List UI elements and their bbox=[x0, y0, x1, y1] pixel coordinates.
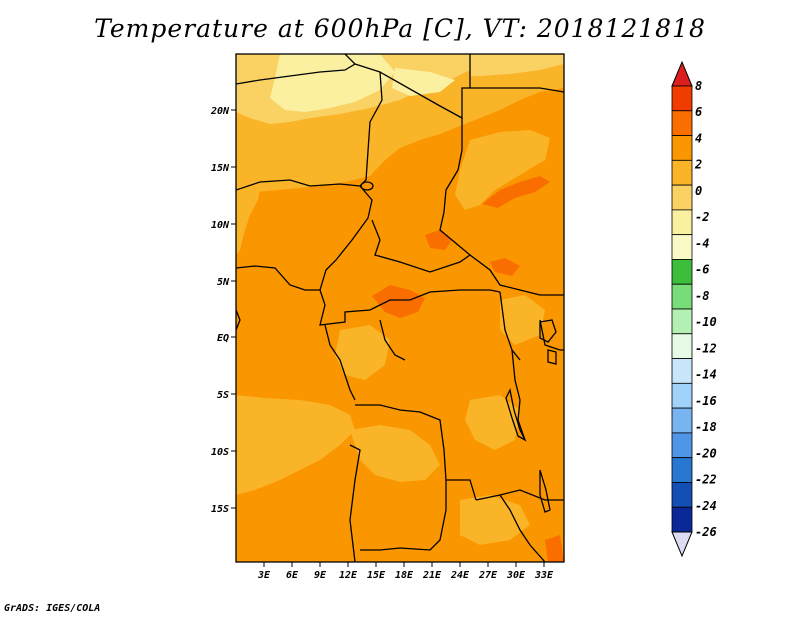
colorbar-box bbox=[671, 482, 693, 508]
colorbar-box bbox=[671, 407, 693, 434]
x-axis-labels: 3E 6E 9E 12E 15E 18E 21E 24E 27E 30E 33E bbox=[257, 570, 554, 581]
lake-victoria bbox=[539, 319, 557, 343]
lake-chad bbox=[360, 181, 374, 191]
colorbar-label: 0 bbox=[695, 184, 702, 198]
colorbar-box bbox=[671, 283, 693, 310]
x-tick-label: 27E bbox=[478, 570, 498, 581]
colorbar-bottom-triangle bbox=[671, 531, 693, 558]
lake-small-east bbox=[547, 349, 557, 365]
y-tick-label: 15S bbox=[211, 504, 229, 515]
colorbar-label: -20 bbox=[695, 446, 717, 460]
field-0-2-far-east bbox=[500, 295, 545, 345]
colorbar-box bbox=[671, 259, 693, 285]
colorbar-box bbox=[671, 308, 693, 335]
x-axis-ticks bbox=[263, 562, 545, 567]
colorbar-box bbox=[671, 209, 693, 236]
colorbar-box bbox=[671, 234, 693, 260]
colorbar: 8 6 4 2 0 -2 -4 -6 -8 -10 -12 -14 -16 -18 -20 -22 -24 -26 bbox=[671, 60, 717, 558]
y-tick-label: 10N bbox=[211, 220, 230, 231]
colorbar-label: -22 bbox=[695, 473, 717, 487]
y-tick-label: 20N bbox=[210, 106, 230, 117]
lake-tanganyika bbox=[505, 388, 527, 442]
map-title: Temperature at 600hPa [C], VT: 201812181… bbox=[94, 14, 706, 43]
colorbar-label: 6 bbox=[695, 105, 702, 119]
x-tick-label: 6E bbox=[286, 570, 299, 581]
x-tick-label: 21E bbox=[422, 570, 442, 581]
colorbar-box bbox=[671, 333, 693, 359]
y-axis-labels: 20N 15N 10N 5N EQ 5S 10S 15S bbox=[210, 106, 230, 515]
colorbar-label: 8 bbox=[695, 79, 702, 93]
colorbar-label: -8 bbox=[695, 289, 709, 303]
field-0-2-east bbox=[455, 130, 550, 210]
x-tick-label: 12E bbox=[339, 570, 358, 581]
field-4-6-east bbox=[482, 176, 550, 208]
colorbar-label: 2 bbox=[694, 158, 702, 172]
lake-malawi bbox=[539, 469, 551, 513]
colorbar-label: -26 bbox=[695, 525, 717, 539]
colorbar-box bbox=[671, 184, 693, 211]
map-frame bbox=[235, 53, 565, 563]
field-0-2-southeast bbox=[465, 395, 520, 450]
x-tick-label: 9E bbox=[314, 570, 327, 581]
colorbar-labels: 8 6 4 2 0 -2 -4 -6 -8 -10 -12 -14 -16 -18 -20 -22 -24 -26 bbox=[694, 79, 717, 539]
grads-credit: GrADS: IGES/COLA bbox=[4, 603, 101, 614]
x-tick-label: 30E bbox=[506, 570, 526, 581]
y-tick-label: 10S bbox=[211, 447, 229, 458]
field-0-2-central bbox=[335, 325, 390, 380]
colorbar-box bbox=[671, 457, 693, 483]
colorbar-box bbox=[671, 506, 693, 533]
y-tick-label: 5S bbox=[217, 390, 229, 401]
colorbar-boxes bbox=[671, 85, 693, 533]
colorbar-label: -2 bbox=[695, 210, 709, 224]
field-4-6-se bbox=[545, 535, 564, 562]
field-4-6-c bbox=[490, 258, 520, 276]
field-minus2-0-east bbox=[470, 54, 564, 76]
field-0-2-west bbox=[236, 188, 260, 255]
colorbar-box bbox=[671, 110, 693, 136]
colorbar-label: -16 bbox=[695, 394, 717, 408]
y-tick-label: 15N bbox=[211, 163, 230, 174]
colorbar-label: -4 bbox=[695, 236, 709, 250]
colorbar-box bbox=[671, 159, 693, 186]
colorbar-box bbox=[671, 135, 693, 161]
field-0-2-southwest bbox=[236, 395, 355, 495]
colorbar-box bbox=[671, 85, 693, 112]
temperature-field bbox=[236, 54, 564, 562]
colorbar-label: -18 bbox=[695, 420, 717, 434]
x-tick-label: 33E bbox=[534, 570, 554, 581]
colorbar-box bbox=[671, 382, 693, 409]
colorbar-label: -10 bbox=[695, 315, 717, 329]
field-4-6-central bbox=[372, 285, 425, 318]
x-tick-label: 18E bbox=[395, 570, 414, 581]
colorbar-label: 4 bbox=[695, 131, 702, 145]
y-axis-ticks bbox=[231, 109, 236, 509]
colorbar-label: -24 bbox=[695, 499, 717, 513]
field-minus4-minus2 bbox=[270, 54, 395, 112]
country-borders bbox=[236, 54, 564, 562]
field-minus4-minus2-b bbox=[392, 68, 455, 96]
x-tick-label: 24E bbox=[450, 570, 470, 581]
colorbar-box bbox=[671, 432, 693, 459]
colorbar-label: -14 bbox=[695, 368, 717, 382]
lakes bbox=[360, 181, 557, 513]
y-tick-label: 5N bbox=[217, 277, 230, 288]
field-0-2-se-lower bbox=[460, 495, 530, 545]
colorbar-label: -12 bbox=[695, 341, 717, 355]
y-tick-label: EQ bbox=[217, 333, 229, 344]
field-0-2-south bbox=[350, 425, 440, 482]
x-tick-label: 15E bbox=[367, 570, 386, 581]
x-tick-label: 3E bbox=[257, 570, 271, 581]
colorbar-label: -6 bbox=[695, 263, 709, 277]
colorbar-top-triangle bbox=[671, 60, 693, 87]
colorbar-box bbox=[671, 358, 693, 384]
